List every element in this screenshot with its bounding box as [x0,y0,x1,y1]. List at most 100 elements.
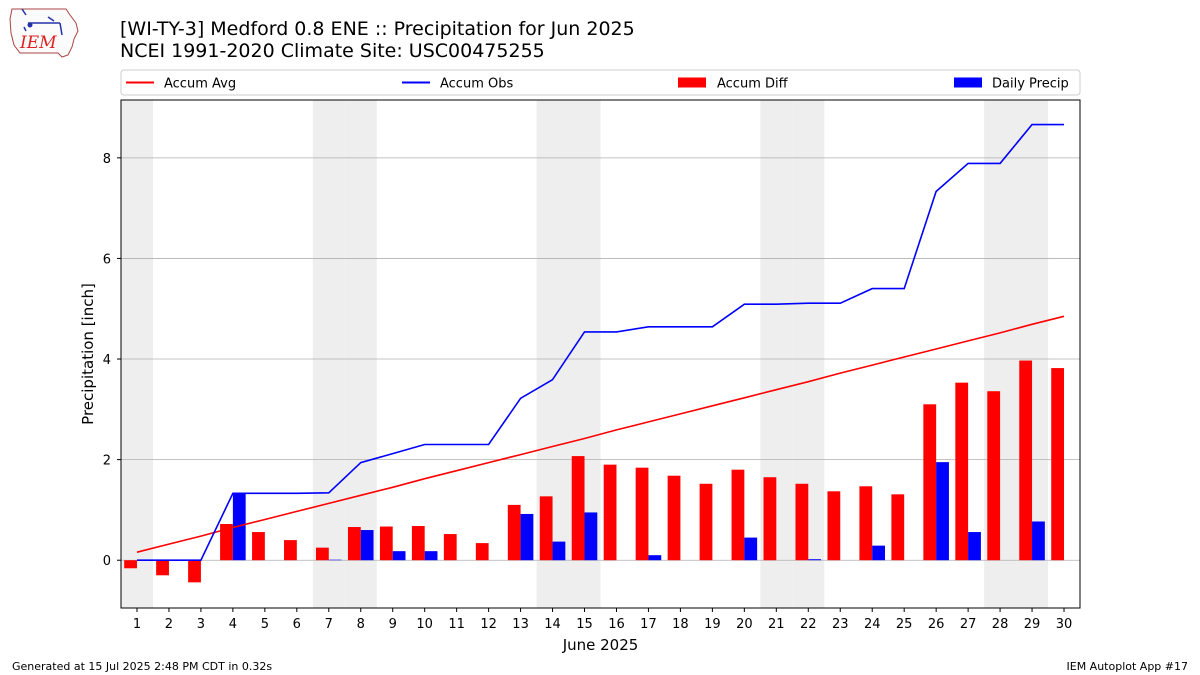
accum-avg-line [136,315,1065,553]
accum-diff-bar [156,560,169,576]
x-tick-label: 24 [864,617,881,632]
accum-diff-bar [891,494,905,561]
x-tick-label: 4 [229,617,237,632]
daily-precip-bar [360,530,374,561]
iowa-outline [9,8,79,58]
legend-label: Accum Diff [717,77,789,92]
x-tick-label: 13 [512,617,529,632]
chart-title: [WI-TY-3] Medford 0.8 ENE :: Precipitati… [120,18,635,40]
x-tick-label: 3 [197,617,205,632]
y-tick-label: 4 [103,353,111,368]
y-tick-label: 0 [103,554,111,569]
x-tick-label: 15 [576,617,593,632]
app-credit: IEM Autoplot App #17 [1066,660,1189,673]
accum-diff-bar [252,532,265,561]
daily-precip-bar [552,541,566,561]
daily-precip-bar [1032,521,1045,561]
accum-diff-bar [603,464,617,561]
accum-diff-bar [347,527,361,561]
legend-swatch [954,77,982,88]
x-tick-label: 12 [480,617,497,632]
x-tick-label: 26 [928,617,945,632]
accum-diff-bar [220,524,233,561]
y-tick-label: 6 [103,252,111,267]
accum-diff-bar [635,467,649,561]
daily-precip-bar [232,493,246,561]
daily-precip-bar [968,532,981,561]
daily-precip-bar [424,551,438,561]
x-tick-label: 2 [165,617,173,632]
x-tick-label: 7 [325,617,333,632]
chart-subtitle: NCEI 1991-2020 Climate Site: USC00475255 [120,40,545,62]
accum-diff-bar [955,382,969,561]
accum-diff-bar [667,475,681,561]
daily-precip-bar [872,545,886,561]
x-tick-label: 27 [960,617,977,632]
logo-text: IEM [19,33,57,53]
x-tick-label: 29 [1024,617,1041,632]
legend-label: Daily Precip [992,77,1069,92]
accum-diff-bar [315,547,329,561]
accum-diff-bar [475,543,489,561]
x-tick-label: 16 [608,617,625,632]
daily-precip-bar [936,462,949,561]
daily-precip-bar [392,551,406,561]
daily-precip-bar [648,555,662,561]
x-tick-label: 20 [736,617,753,632]
accum-diff-bar [795,483,809,561]
accum-diff-bar [411,526,425,561]
daily-precip-bar [584,512,598,561]
accum-diff-bar [507,504,521,561]
accum-diff-bar [731,469,745,561]
x-tick-label: 1 [133,617,141,632]
legend-swatch [678,77,706,88]
accum-obs-line [137,123,1064,562]
accum-diff-bar [827,491,841,561]
legend-label: Accum Avg [164,77,236,92]
plot-frame [120,99,1081,609]
weekend-shade [344,100,377,608]
accum-diff-bar [443,534,457,561]
accum-diff-bar [763,477,777,561]
x-tick-label: 22 [800,617,817,632]
accum-diff-bar [923,404,937,561]
x-tick-label: 11 [448,617,465,632]
x-tick-label: 8 [357,617,365,632]
accum-diff-bar [571,456,585,561]
accum-diff-bar [284,540,297,561]
x-tick-label: 28 [992,617,1009,632]
y-tick-label: 8 [103,152,111,167]
x-tick-label: 23 [832,617,849,632]
x-tick-label: 10 [416,617,433,632]
y-axis-label: Precipitation [inch] [79,283,97,425]
accum-diff-bar [188,560,201,583]
accum-diff-bar [379,526,393,561]
x-tick-label: 9 [389,617,397,632]
legend-label: Accum Obs [440,77,513,92]
x-tick-label: 6 [293,617,301,632]
accum-diff-bar [1019,360,1033,561]
daily-precip-bar [328,559,342,561]
x-tick-label: 18 [672,617,689,632]
legend-box [120,69,1081,96]
x-axis-label: June 2025 [562,636,639,654]
x-tick-label: 25 [896,617,913,632]
iem-logo: IEM [9,8,79,58]
daily-precip-bar [520,513,534,561]
accum-diff-bar [1051,368,1065,561]
accum-diff-bar [987,391,1001,561]
x-tick-label: 14 [544,617,561,632]
generated-timestamp: Generated at 15 Jul 2025 2:48 PM CDT in … [12,660,273,673]
accum-diff-bar [699,483,713,561]
x-tick-label: 19 [704,617,721,632]
daily-precip-bar [808,559,822,561]
y-tick-label: 2 [103,454,111,469]
weather-station-icon [21,8,63,36]
accum-diff-bar [859,486,873,561]
weekend-shade [121,100,153,608]
accum-diff-bar [124,560,137,569]
x-tick-label: 21 [768,617,785,632]
x-tick-label: 30 [1056,617,1073,632]
weekend-shade [312,100,345,608]
